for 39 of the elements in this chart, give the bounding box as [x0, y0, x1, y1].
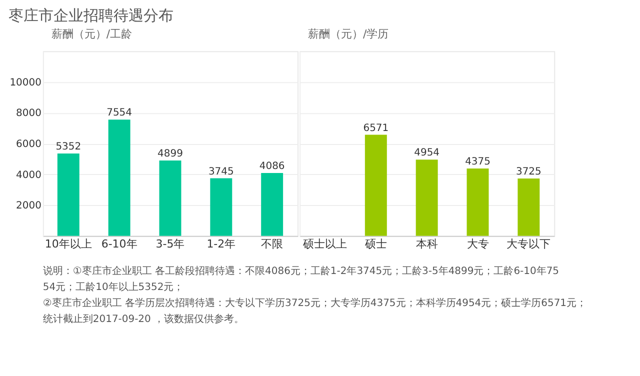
bar: [364, 134, 387, 236]
bar: [261, 172, 284, 236]
y-axis-title: 薪酬（元）/工龄: [51, 28, 132, 41]
data-label: 3745: [208, 166, 234, 178]
data-label: 7554: [106, 108, 132, 119]
y-tick-label: 10000: [10, 77, 42, 88]
x-tick-label: 大专: [466, 237, 489, 250]
y-tick-label: 4000: [16, 170, 42, 181]
x-tick-label: 本科: [416, 237, 438, 250]
x-tick-label: 硕士以上: [302, 237, 347, 250]
bar: [518, 178, 540, 236]
y-tick-label: 6000: [16, 139, 42, 150]
data-label: 4375: [465, 156, 490, 168]
x-tick-label: 3-5年: [156, 237, 185, 250]
bar: [416, 160, 438, 236]
bar: [466, 168, 489, 236]
data-label: 4899: [158, 148, 183, 160]
x-tick-label: 大专以下: [506, 237, 551, 250]
bar: [210, 178, 232, 236]
text: 说明：①枣庄市企业职工 各工龄段招聘待遇：不限4086元；工龄1-2年3745元；工龄3-5年4899元；工龄6-10年7554元；工龄10年以上5352元；: [42, 264, 560, 293]
x-tick-label: 6-10年: [101, 237, 138, 250]
x-tick-label: 10年以上: [44, 237, 92, 250]
text: ②枣庄市企业职工 各学历层次招聘待遇：大专以下学历3725元；大专学历4375元；本科学历4954元；硕士学历6571元；: [42, 296, 587, 309]
data-label: 3725: [516, 166, 542, 178]
data-label: 4954: [414, 148, 440, 159]
y-tick-label: 2000: [16, 200, 42, 212]
x-tick-label: 1-2年: [206, 237, 236, 250]
text: 统计截止到2017-09-20 ，该数据仅供参考。: [42, 312, 244, 325]
y-tick-label: 8000: [16, 108, 42, 120]
x-tick-label: 硕士: [364, 237, 387, 250]
data-label: 4086: [259, 161, 285, 172]
chart-title: 枣庄市企业招聘待遇分布: [8, 6, 174, 25]
data-label: 6571: [363, 122, 389, 134]
data-label: 5352: [56, 142, 82, 153]
bar: [57, 154, 80, 236]
bar: [159, 160, 182, 236]
bar: [108, 120, 130, 236]
x-tick-label: 不限: [261, 237, 284, 250]
y-axis-title: 薪酬（元）/学历: [308, 28, 389, 41]
